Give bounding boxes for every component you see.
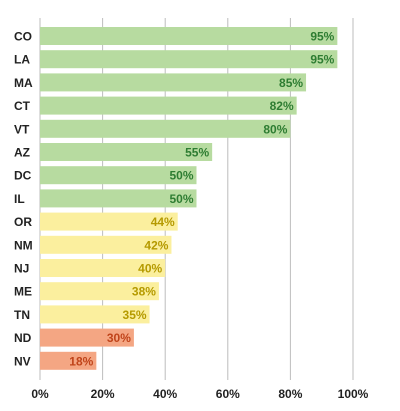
x-tick-label-0: 0% <box>31 387 49 401</box>
category-label-nj: NJ <box>14 262 29 276</box>
category-label-dc: DC <box>14 169 32 183</box>
bar-co <box>40 27 338 45</box>
category-label-or: OR <box>14 215 32 229</box>
bar-nd <box>40 328 134 347</box>
category-label-il: IL <box>14 192 25 206</box>
category-label-co: CO <box>14 30 32 44</box>
bar-ma <box>40 73 307 92</box>
bar-il <box>40 189 197 208</box>
bar-la <box>40 50 338 69</box>
value-label-nm: 42% <box>144 238 168 252</box>
value-label-me: 38% <box>132 285 156 299</box>
x-tick-label-60: 60% <box>216 387 240 401</box>
value-label-ma: 85% <box>279 76 303 90</box>
value-label-tn: 35% <box>123 308 147 322</box>
value-label-il: 50% <box>169 192 193 206</box>
category-label-az: AZ <box>14 146 30 160</box>
value-label-vt: 80% <box>263 122 287 136</box>
value-label-la: 95% <box>310 53 334 67</box>
bar-me <box>40 282 159 301</box>
bar-or <box>40 212 178 231</box>
category-label-ct: CT <box>14 99 31 113</box>
category-label-nv: NV <box>14 354 31 368</box>
category-label-vt: VT <box>14 122 30 136</box>
category-label-tn: TN <box>14 308 30 322</box>
value-label-or: 44% <box>151 215 175 229</box>
value-label-co: 95% <box>310 30 334 44</box>
category-label-nm: NM <box>14 238 33 252</box>
category-label-me: ME <box>14 285 32 299</box>
bar-nm <box>40 235 172 254</box>
bar-tn <box>40 305 150 324</box>
x-tick-label-40: 40% <box>153 387 177 401</box>
bar-dc <box>40 166 197 185</box>
category-label-la: LA <box>14 53 30 67</box>
bar-az <box>40 143 213 161</box>
x-tick-label-100: 100% <box>338 387 369 401</box>
value-label-nj: 40% <box>138 262 162 276</box>
bar-ct <box>40 96 297 115</box>
category-label-nd: ND <box>14 331 32 345</box>
x-tick-label-80: 80% <box>278 387 302 401</box>
value-label-ct: 82% <box>270 99 294 113</box>
bar-vt <box>40 119 291 138</box>
value-label-nv: 18% <box>69 354 93 368</box>
value-label-nd: 30% <box>107 331 131 345</box>
bar-nj <box>40 259 166 277</box>
x-tick-label-20: 20% <box>91 387 115 401</box>
category-label-ma: MA <box>14 76 33 90</box>
value-label-dc: 50% <box>169 169 193 183</box>
value-label-az: 55% <box>185 146 209 160</box>
bar-nv <box>40 351 97 370</box>
